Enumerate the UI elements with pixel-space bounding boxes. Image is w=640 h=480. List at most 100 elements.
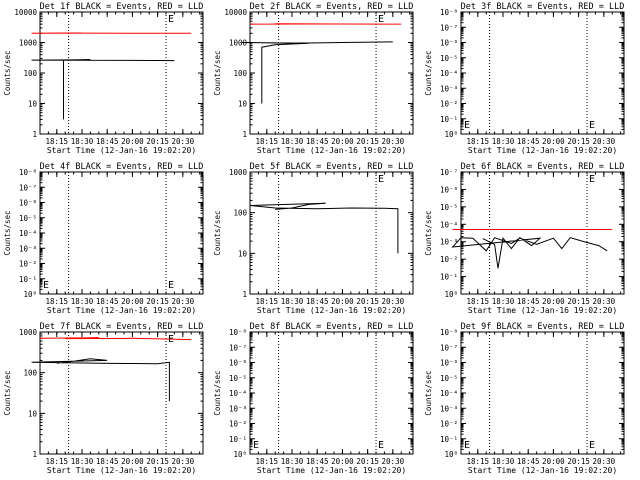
y-tick-label: 1000	[19, 39, 38, 48]
panel-title: Det 1f BLACK = Events, RED = LLD	[40, 2, 204, 12]
x-tick-label: 20:00	[542, 297, 565, 306]
y-tick-label: 10⁰	[444, 450, 458, 459]
x-tick-label: 18:45	[517, 297, 540, 306]
panel-1: Det 1f BLACK = Events, RED = LLD 1 10 100 10…	[3, 2, 204, 155]
y-tick-label: 1	[32, 450, 37, 459]
y-tick-label: 10⁻³	[19, 244, 37, 253]
panel-title: Det 5f BLACK = Events, RED = LLD	[250, 162, 414, 172]
y-tick-label: 10⁻⁷	[440, 343, 458, 352]
marker-label: E	[253, 440, 259, 451]
marker-label: E	[589, 440, 595, 451]
x-tick-label: 18:15	[46, 297, 69, 306]
y-tick-label: 10000	[224, 8, 247, 17]
series-lld-line	[39, 337, 192, 341]
y-tick-label: 10⁻⁸	[229, 328, 247, 337]
y-tick-label: 10⁻¹	[440, 273, 458, 282]
plot-frame	[249, 11, 414, 135]
series-events-line	[451, 237, 608, 269]
panel-7: Det 7f BLACK = Events, RED = LLD 1 10 100 10…	[3, 322, 204, 475]
x-tick-label: 20:30	[593, 137, 616, 146]
x-tick-label: 20:30	[382, 297, 405, 306]
y-tick-label: 10⁻²	[440, 255, 458, 264]
x-axis-label: Start Time (12-Jan-16 19:02:20)	[47, 146, 196, 155]
x-tick-label: 18:45	[517, 137, 540, 146]
x-tick-label: 20:30	[172, 297, 195, 306]
y-tick-label: 10⁻⁶	[440, 359, 458, 368]
y-tick-label: 10⁻¹	[440, 435, 458, 444]
marker-label: E	[168, 280, 174, 291]
y-tick-label: 10⁻⁸	[440, 328, 458, 337]
y-tick-label: 10⁰	[444, 130, 458, 139]
panel-8: Det 8f BLACK = Events, RED = LLD 10⁰ 10⁻¹ 1…	[213, 322, 414, 475]
y-tick-label: 10⁻³	[440, 404, 458, 413]
y-axis-label: Counts/sec	[424, 210, 433, 255]
x-tick-label: 18:30	[71, 297, 94, 306]
x-tick-label: 20:15	[356, 137, 379, 146]
x-tick-label: 18:30	[492, 137, 515, 146]
x-axis-label: Start Time (12-Jan-16 19:02:20)	[257, 146, 406, 155]
y-tick-label: 10⁻⁴	[229, 389, 247, 398]
x-tick-label: 20:30	[382, 137, 405, 146]
series-events-line	[241, 41, 393, 104]
y-axis-label: Counts/sec	[3, 50, 12, 95]
marker-label: E	[378, 14, 384, 25]
y-axis-label: Counts/sec	[424, 50, 433, 95]
x-tick-label: 20:15	[146, 457, 169, 466]
y-tick-label: 1000	[229, 39, 248, 48]
y-tick-label: 10000	[14, 8, 37, 17]
x-tick-label: 18:30	[492, 297, 515, 306]
x-axis-label: Start Time (12-Jan-16 19:02:20)	[468, 306, 617, 315]
x-tick-label: 18:15	[46, 457, 69, 466]
series-events-line	[31, 59, 175, 120]
marker-label: E	[589, 174, 595, 185]
plot-frame	[460, 331, 625, 455]
x-axis-label: Start Time (12-Jan-16 19:02:20)	[468, 146, 617, 155]
x-tick-label: 18:30	[281, 457, 304, 466]
y-tick-label: 10	[28, 100, 38, 109]
marker-label: E	[589, 120, 595, 131]
y-tick-label: 10⁻²	[19, 260, 37, 269]
y-tick-label: 10⁻⁸	[440, 8, 458, 17]
y-tick-label: 10⁻³	[440, 238, 458, 247]
x-tick-label: 18:15	[256, 137, 279, 146]
x-tick-label: 20:15	[567, 457, 590, 466]
plot-frame	[460, 11, 625, 135]
x-tick-label: 20:30	[382, 457, 405, 466]
y-tick-label: 10⁻⁷	[229, 343, 247, 352]
panel-3: Det 3f BLACK = Events, RED = LLD 10⁰ 10⁻¹ 1…	[424, 2, 625, 155]
y-tick-label: 1	[32, 130, 37, 139]
x-tick-label: 20:30	[172, 137, 195, 146]
panel-6: Det 6f BLACK = Events, RED = LLD 10⁰ 10⁻¹ 1…	[424, 162, 625, 315]
y-tick-label: 10⁻¹	[229, 435, 247, 444]
panel-4: Det 4f BLACK = Events, RED = LLD 10⁰ 10⁻¹ 1…	[3, 162, 204, 315]
y-axis-label: Counts/sec	[213, 50, 222, 95]
x-tick-label: 18:30	[281, 137, 304, 146]
panel-title: Det 9f BLACK = Events, RED = LLD	[461, 322, 625, 332]
marker-label: E	[168, 334, 174, 345]
x-tick-label: 18:45	[306, 137, 329, 146]
marker-label: E	[378, 440, 384, 451]
y-tick-label: 10⁻⁶	[19, 199, 37, 208]
x-tick-label: 20:30	[593, 457, 616, 466]
x-tick-label: 20:15	[567, 137, 590, 146]
x-tick-label: 18:30	[71, 457, 94, 466]
y-tick-label: 1	[242, 290, 247, 299]
y-tick-label: 10⁻³	[440, 84, 458, 93]
y-tick-label: 100	[233, 69, 247, 78]
x-tick-label: 18:15	[256, 457, 279, 466]
y-tick-label: 10	[238, 100, 248, 109]
x-tick-label: 20:00	[542, 137, 565, 146]
x-tick-label: 20:00	[331, 457, 354, 466]
y-tick-label: 10	[28, 409, 38, 418]
x-tick-label: 18:45	[306, 457, 329, 466]
y-tick-label: 10⁰	[444, 290, 458, 299]
y-tick-label: 10⁻⁵	[19, 214, 37, 223]
marker-label: E	[464, 440, 470, 451]
marker-label: E	[378, 174, 384, 185]
x-tick-label: 18:45	[306, 297, 329, 306]
x-tick-label: 20:15	[146, 297, 169, 306]
panel-title: Det 8f BLACK = Events, RED = LLD	[250, 322, 414, 332]
plot-frame	[39, 331, 204, 455]
y-tick-label: 10⁻⁴	[440, 69, 458, 78]
x-tick-label: 20:15	[356, 297, 379, 306]
